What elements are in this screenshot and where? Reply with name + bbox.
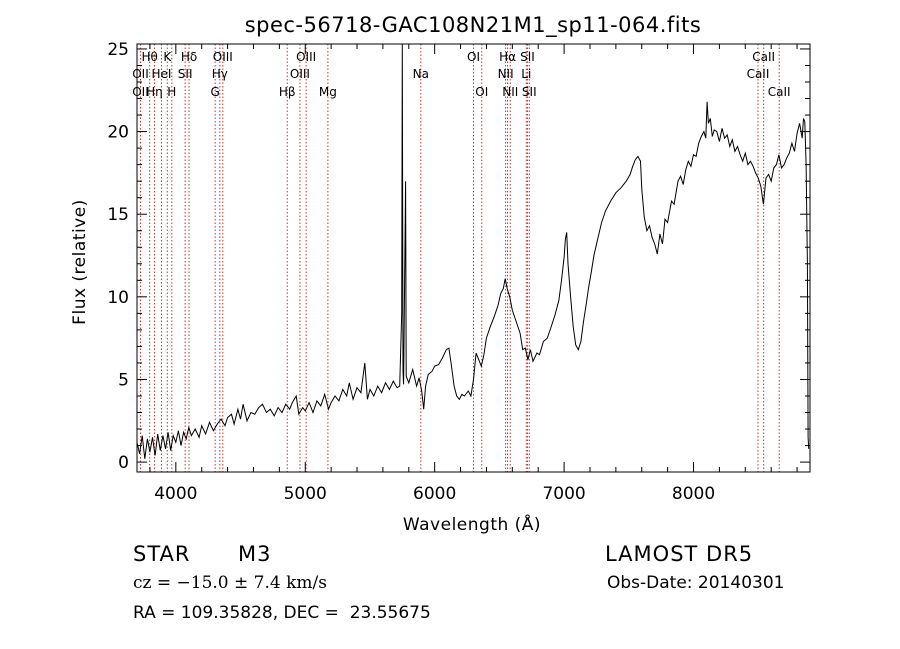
line-label-8: SII (178, 67, 193, 81)
survey-name: LAMOST DR5 (605, 542, 754, 566)
line-label-19: Hα (499, 50, 516, 64)
line-label-4: HeI (151, 67, 171, 81)
line-label-26: CaII (747, 67, 770, 81)
line-label-14: OIII (290, 67, 310, 81)
x-axis-label: Wavelength (Å) (403, 513, 541, 535)
line-label-20: NII (498, 67, 514, 81)
chart-title: spec-56718-GAC108N21M1_sp11-064.fits (245, 13, 702, 38)
line-label-27: CaII (768, 85, 791, 99)
y-tick-label: 15 (107, 205, 129, 225)
line-label-2: Hθ (141, 50, 157, 64)
line-label-3: Hη (146, 85, 163, 99)
observation-date: Obs-Date: 20140301 (607, 573, 785, 593)
line-label-10: Hγ (212, 67, 228, 81)
line-label-25: CaII (752, 50, 775, 64)
x-tick-label: 8000 (672, 484, 715, 504)
object-subclass: M3 (238, 542, 272, 566)
y-tick-label: 5 (118, 370, 129, 390)
y-axis-label: Flux (relative) (70, 199, 90, 325)
y-tick-label: 0 (118, 453, 129, 473)
line-label-0: OII (132, 67, 149, 81)
x-tick-label: 4000 (154, 484, 197, 504)
line-label-11: G (211, 85, 220, 99)
spectrum-line (136, 43, 810, 459)
line-label-6: H (167, 85, 176, 99)
line-label-24: SII (522, 85, 537, 99)
axis-ticks (137, 44, 810, 472)
line-label-13: OIII (296, 50, 316, 64)
y-tick-label: 25 (107, 40, 129, 60)
line-label-12: Hβ (279, 85, 296, 99)
line-labels: OII OII Hθ Hη HeI K H Hδ SII OIII Hγ G Hβ OIII OIII Mg N… (132, 50, 790, 99)
y-tick-label: 20 (107, 123, 129, 143)
line-label-15: Mg (319, 85, 337, 99)
x-tick-label: 7000 (542, 484, 585, 504)
line-label-22: SII (520, 50, 535, 64)
x-tick-label: 6000 (413, 484, 456, 504)
line-label-9: OIII (213, 50, 233, 64)
x-tick-label: 5000 (284, 484, 327, 504)
plot-frame (136, 43, 811, 473)
object-class: STAR (133, 542, 191, 566)
line-label-1: OII (132, 85, 149, 99)
line-label-21: NII (502, 85, 518, 99)
line-label-18: OI (475, 85, 488, 99)
line-markers (139, 44, 780, 472)
line-label-23: Li (521, 67, 531, 81)
tick-labels: 4000 5000 6000 7000 8000 0 5 10 15 20 25 (107, 40, 715, 504)
line-label-16: Na (413, 67, 429, 81)
line-label-7: Hδ (181, 50, 197, 64)
sky-coordinates: RA = 109.35828, DEC = 23.55675 (133, 603, 431, 623)
line-label-5: K (163, 50, 172, 64)
redshift-velocity: cz = −15.0 ± 7.4 km/s (133, 573, 327, 593)
line-label-17: OI (467, 50, 480, 64)
y-tick-label: 10 (107, 288, 129, 308)
